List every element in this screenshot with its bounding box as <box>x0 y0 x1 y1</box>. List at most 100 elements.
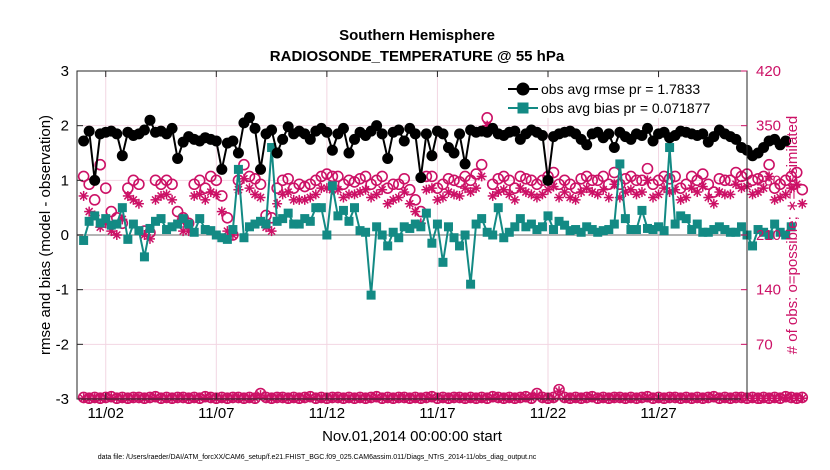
data-point-obs avg bias <box>775 227 785 237</box>
data-point-obs avg bias <box>388 227 398 237</box>
data-point-obs avg rmse <box>138 124 150 136</box>
data-point-obs avg bias <box>648 225 658 235</box>
data-point-possible <box>343 174 355 187</box>
data-point-possible-bottom <box>713 392 726 405</box>
data-point-possible-bottom <box>265 392 278 405</box>
data-point-obs avg bias <box>150 216 160 226</box>
data-point-obs avg bias <box>405 223 415 233</box>
data-point-possible-bottom <box>144 391 156 404</box>
data-point-obs avg rmse <box>266 124 278 136</box>
data-point-obs avg bias <box>145 223 155 233</box>
series-layer <box>77 111 809 405</box>
data-point-possible-bottom <box>669 391 681 404</box>
data-point-possible-bottom <box>719 391 731 404</box>
data-point-obs avg bias <box>106 220 116 230</box>
data-point-obs avg bias <box>642 223 652 233</box>
data-point-assimilated <box>598 184 609 195</box>
data-point-possible-bottom <box>459 392 471 405</box>
data-point-obs avg bias <box>615 159 625 169</box>
data-point-possible <box>348 176 361 188</box>
data-point-possible <box>426 170 438 183</box>
data-point-assimilated <box>708 198 719 209</box>
data-point-obs avg rmse <box>581 139 593 151</box>
data-point-possible-bottom <box>685 392 698 405</box>
data-point-obs avg bias <box>239 233 249 243</box>
data-point-obs avg bias <box>355 226 365 236</box>
data-point-obs avg rmse <box>249 122 261 134</box>
x-tick-label: 11/02 <box>88 405 124 422</box>
data-point-obs avg rmse <box>166 122 178 134</box>
data-point-obs avg bias <box>510 222 520 232</box>
data-point-possible-bottom <box>558 391 571 404</box>
data-point-obs avg bias <box>178 214 188 224</box>
data-point-obs avg bias <box>759 227 769 237</box>
data-point-possible <box>376 170 388 183</box>
data-point-obs avg rmse <box>371 120 383 132</box>
data-point-possible-bottom <box>426 390 438 403</box>
data-point-possible-bottom <box>160 391 173 404</box>
data-point-possible <box>790 166 803 179</box>
data-point-possible-bottom <box>199 390 212 403</box>
data-point-possible <box>354 172 366 185</box>
data-point-assimilated <box>310 189 321 200</box>
data-point-obs avg bias <box>294 219 304 229</box>
data-point-obs avg bias <box>394 233 404 243</box>
data-point-possible <box>708 186 720 198</box>
data-point-obs avg rmse <box>608 142 620 154</box>
data-point-obs avg bias <box>95 218 105 228</box>
data-point-obs avg bias <box>482 227 492 237</box>
data-point-assimilated <box>681 192 692 203</box>
data-point-obs avg bias <box>228 225 238 235</box>
data-point-possible-bottom <box>348 392 361 405</box>
data-point-obs avg bias <box>631 225 641 235</box>
y-axis-label-left: rmse and bias (model - observation) <box>37 115 54 355</box>
data-point-assimilated <box>653 189 664 200</box>
data-point-obs avg bias <box>311 203 321 213</box>
data-point-obs avg bias <box>781 230 791 240</box>
legend: obs avg rmse pr = 1.7833 obs avg bias pr… <box>500 78 745 118</box>
data-point-obs avg rmse <box>210 135 222 147</box>
data-point-obs avg bias <box>416 222 426 232</box>
data-point-possible-bottom <box>94 392 107 405</box>
data-point-possible-bottom <box>122 392 134 405</box>
data-point-assimilated <box>133 198 144 209</box>
data-point-possible <box>282 172 294 185</box>
data-point-assimilated <box>758 183 769 194</box>
data-point-obs avg rmse <box>243 111 255 123</box>
data-point-obs avg bias <box>681 214 691 224</box>
data-point-obs avg rmse <box>437 128 449 140</box>
data-point-possible-bottom <box>481 392 493 405</box>
data-point-possible-bottom <box>497 392 510 405</box>
data-point-possible <box>94 158 107 171</box>
data-point-assimilated <box>454 190 465 201</box>
data-point-possible-bottom <box>614 391 626 404</box>
data-point-possible <box>796 183 809 196</box>
data-file-footnote: data file: /Users/raeder/DAI/ATM_forcXX/… <box>98 454 537 461</box>
data-point-obs avg bias <box>173 219 183 229</box>
data-point-obs avg rmse <box>415 172 427 184</box>
data-point-assimilated <box>570 194 581 205</box>
data-point-obs avg rmse <box>398 135 410 147</box>
data-point-possible-bottom <box>166 392 178 405</box>
data-point-possible <box>398 172 411 185</box>
data-point-obs avg bias <box>79 235 89 245</box>
data-point-possible-bottom <box>221 392 234 405</box>
data-point-obs avg bias <box>576 227 586 237</box>
data-point-assimilated <box>78 190 89 201</box>
data-point-assimilated <box>636 187 647 198</box>
series-possible-bottom <box>77 383 809 405</box>
data-point-possible <box>514 170 527 183</box>
legend-rmse-label: obs avg rmse pr = 1.7833 <box>541 81 700 97</box>
data-point-possible-bottom <box>453 391 466 404</box>
data-point-possible-bottom <box>77 391 90 404</box>
data-point-possible-bottom <box>442 392 455 405</box>
data-point-possible <box>746 174 759 187</box>
data-point-possible-bottom <box>647 392 659 405</box>
data-point-assimilated <box>216 206 227 217</box>
data-point-possible <box>77 170 90 183</box>
data-point-possible-bottom <box>536 391 549 404</box>
data-point-possible <box>597 170 610 183</box>
data-point-obs avg bias <box>189 227 199 237</box>
data-point-obs avg bias <box>604 225 614 235</box>
data-point-obs avg rmse <box>216 163 228 175</box>
